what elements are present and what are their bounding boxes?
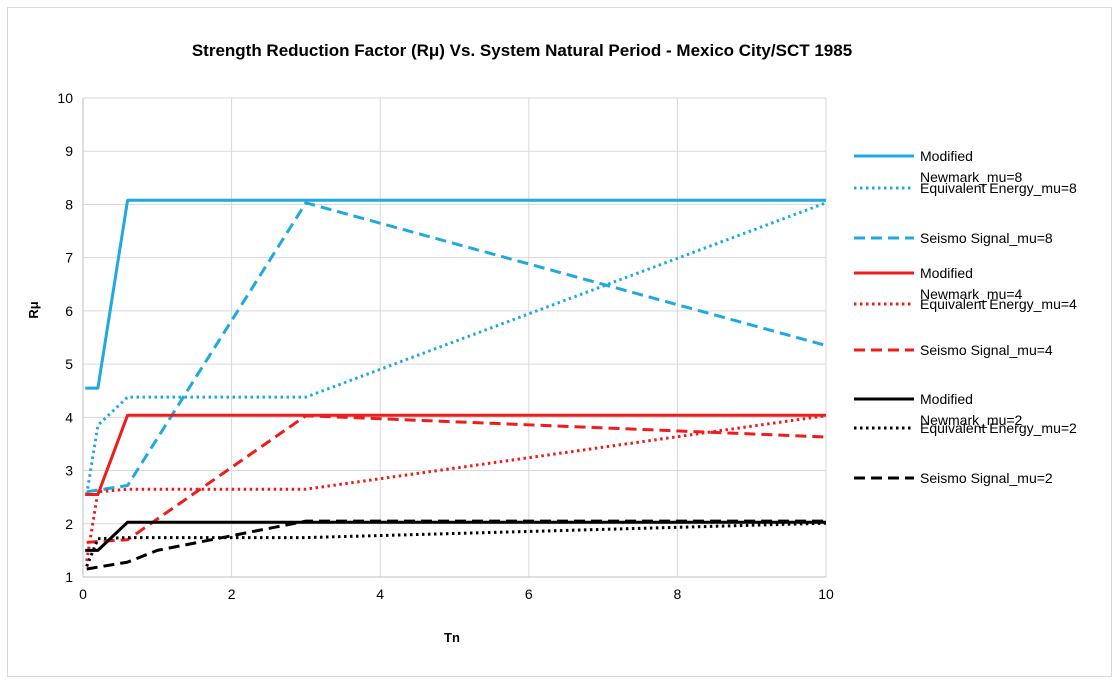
x-axis-title: Tn: [444, 630, 460, 645]
series-line-modified-newmark-mu-8: [85, 198, 826, 390]
chart-frame: Strength Reduction Factor (Rμ) Vs. Syste…: [7, 7, 1112, 677]
chart-svg: Strength Reduction Factor (Rμ) Vs. Syste…: [26, 41, 1077, 645]
axis-layer: 1 2 3 4 5 6 7 8 9 10 0 2 4 6 8 10: [57, 90, 834, 602]
x-tick-label: 2: [228, 586, 236, 602]
x-tick-label: 10: [818, 586, 834, 602]
x-tick-label: 4: [376, 586, 384, 602]
series-line-seismo-signal-mu-2: [86, 519, 826, 571]
y-tick-label: 9: [65, 143, 73, 159]
legend-label-line2: Newmark_mu=2: [920, 412, 1023, 428]
y-tick-label: 1: [65, 569, 73, 585]
x-tick-label: 6: [525, 586, 533, 602]
series-line-seismo-signal-mu-8: [86, 201, 827, 494]
y-tick-label: 7: [65, 250, 73, 266]
x-tick-label: 0: [79, 586, 87, 602]
series-line-equivalent-energy-mu-8: [85, 201, 827, 495]
y-tick-label: 5: [65, 356, 73, 372]
chart-title: Strength Reduction Factor (Rμ) Vs. Syste…: [192, 41, 852, 60]
y-tick-label: 4: [65, 409, 73, 425]
legend-label: Modified: [920, 148, 973, 164]
legend-label: Equivalent Energy_mu=8: [920, 180, 1077, 196]
series-line-modified-newmark-mu-4: [85, 413, 826, 496]
series-line-equivalent-energy-mu-2: [85, 521, 827, 567]
y-tick-label: 3: [65, 463, 73, 479]
legend-label-line2: Newmark_mu=4: [920, 286, 1023, 302]
y-axis-title: Rμ: [26, 301, 41, 318]
y-tick-label: 6: [65, 303, 73, 319]
legend-label: Modified: [920, 265, 973, 281]
legend-label: Seismo Signal_mu=4: [920, 342, 1053, 358]
legend-label: Modified: [920, 391, 973, 407]
x-tick-label: 8: [674, 586, 682, 602]
legend-label: Seismo Signal_mu=8: [920, 230, 1053, 246]
y-tick-label: 10: [57, 90, 73, 106]
legend-label: Equivalent Energy_mu=4: [920, 296, 1077, 312]
legend-label: Equivalent Energy_mu=2: [920, 420, 1077, 436]
y-tick-label: 2: [65, 516, 73, 532]
legend-label-line2: Newmark_mu=8: [920, 169, 1023, 185]
grid-layer: [83, 97, 827, 577]
series-layer: [85, 198, 827, 571]
y-tick-label: 8: [65, 196, 73, 212]
series-line-equivalent-energy-mu-4: [85, 414, 827, 562]
legend-label: Seismo Signal_mu=2: [920, 470, 1053, 486]
